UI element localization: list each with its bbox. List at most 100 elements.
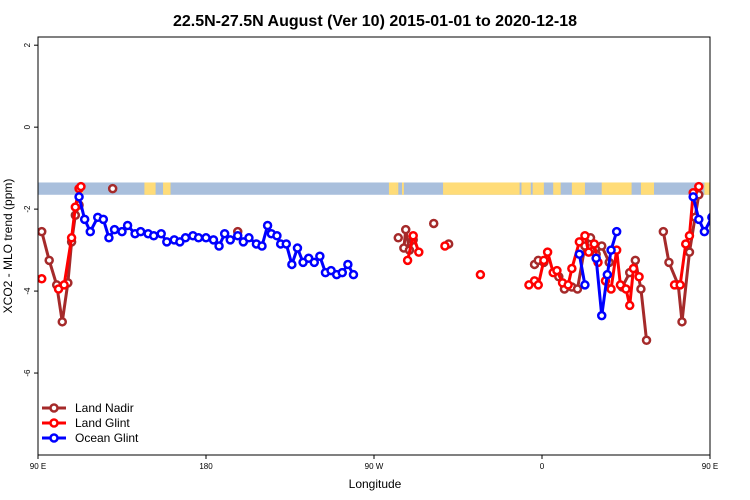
data-point xyxy=(414,247,424,257)
data-point xyxy=(76,181,86,192)
data-point xyxy=(606,284,616,294)
series-ocean-glint xyxy=(74,192,750,321)
x-tick-label: 90 E xyxy=(702,462,718,471)
y-axis: 2 0 -2 -4 -6 xyxy=(23,42,38,377)
data-point xyxy=(684,247,695,257)
series-line xyxy=(577,253,587,286)
data-point xyxy=(606,245,616,255)
data-point xyxy=(408,231,418,241)
data-point xyxy=(343,259,353,270)
data-point xyxy=(658,226,669,237)
x-axis: 90 E 180 90 W 0 90 E xyxy=(30,455,718,471)
data-point xyxy=(574,237,585,247)
data-point xyxy=(244,233,254,243)
series-layer xyxy=(38,181,750,346)
data-point xyxy=(70,202,81,212)
data-point xyxy=(574,249,585,259)
data-point xyxy=(109,224,120,235)
data-point xyxy=(201,233,211,243)
data-point xyxy=(287,259,297,270)
data-point xyxy=(563,280,573,290)
data-point xyxy=(621,284,631,294)
data-point xyxy=(591,253,601,264)
legend-label: Ocean Glint xyxy=(75,431,139,445)
data-point xyxy=(634,271,644,282)
data-point xyxy=(219,228,230,239)
data-point xyxy=(257,241,267,251)
data-point xyxy=(402,255,413,266)
legend-label: Land Nadir xyxy=(75,401,134,415)
data-point xyxy=(400,224,411,235)
data-point xyxy=(38,274,47,284)
land-segment xyxy=(640,182,654,195)
legend-swatch-marker xyxy=(49,433,59,443)
land-segment xyxy=(396,182,399,195)
data-point xyxy=(107,183,118,194)
legend-label: Land Glint xyxy=(75,416,130,430)
data-point xyxy=(567,263,577,274)
data-point xyxy=(675,280,685,290)
data-point xyxy=(214,241,224,251)
data-point xyxy=(539,255,549,266)
y-axis-label: XCO2 - MLO trend (ppm) xyxy=(1,179,15,314)
data-point xyxy=(57,317,68,327)
data-point xyxy=(533,280,544,290)
data-point xyxy=(596,241,607,251)
land-segment xyxy=(402,182,404,195)
data-point xyxy=(596,310,607,321)
data-point xyxy=(66,233,77,243)
data-point xyxy=(677,317,687,327)
x-axis-label: Longitude xyxy=(349,477,402,491)
data-point xyxy=(262,220,273,231)
data-point xyxy=(664,257,674,268)
data-point xyxy=(688,192,698,202)
data-point xyxy=(148,231,159,241)
data-point xyxy=(583,247,594,257)
data-point xyxy=(122,220,133,231)
data-point xyxy=(348,269,359,280)
data-point xyxy=(475,269,486,280)
data-point xyxy=(156,228,166,239)
data-point xyxy=(602,269,613,280)
data-point xyxy=(225,235,236,245)
data-point xyxy=(725,226,732,233)
data-point xyxy=(272,231,282,241)
data-point xyxy=(699,226,710,237)
land-segment xyxy=(521,182,531,195)
data-point xyxy=(315,251,325,261)
y-tick-label: 2 xyxy=(23,42,32,47)
legend-swatch-marker xyxy=(49,418,59,428)
data-point xyxy=(624,300,635,311)
data-point xyxy=(44,255,54,266)
data-point xyxy=(636,284,646,294)
y-tick-label: -4 xyxy=(23,287,32,295)
data-point xyxy=(74,192,84,202)
land-ocean-band xyxy=(38,182,710,195)
data-point xyxy=(714,216,721,223)
land-segment xyxy=(704,182,710,195)
data-point xyxy=(79,214,90,225)
data-point xyxy=(552,265,562,276)
data-point xyxy=(440,241,450,251)
y-tick-label: -2 xyxy=(23,205,32,213)
data-point xyxy=(85,226,96,237)
land-segment xyxy=(601,182,632,195)
data-point xyxy=(707,212,710,222)
x-tick-label: 0 xyxy=(540,462,545,471)
data-point xyxy=(393,233,404,243)
land-segment xyxy=(532,182,544,195)
data-point xyxy=(746,230,750,237)
x-tick-label: 90 W xyxy=(365,462,384,471)
data-point xyxy=(309,257,320,268)
data-point xyxy=(38,226,47,237)
data-point xyxy=(208,235,219,245)
data-point xyxy=(580,231,590,241)
data-point xyxy=(98,214,109,225)
data-point xyxy=(337,267,348,278)
data-point xyxy=(733,228,740,235)
data-point xyxy=(680,239,691,249)
data-point xyxy=(611,226,622,237)
chart-title: 22.5N-27.5N August (Ver 10) 2015-01-01 t… xyxy=(173,13,577,30)
